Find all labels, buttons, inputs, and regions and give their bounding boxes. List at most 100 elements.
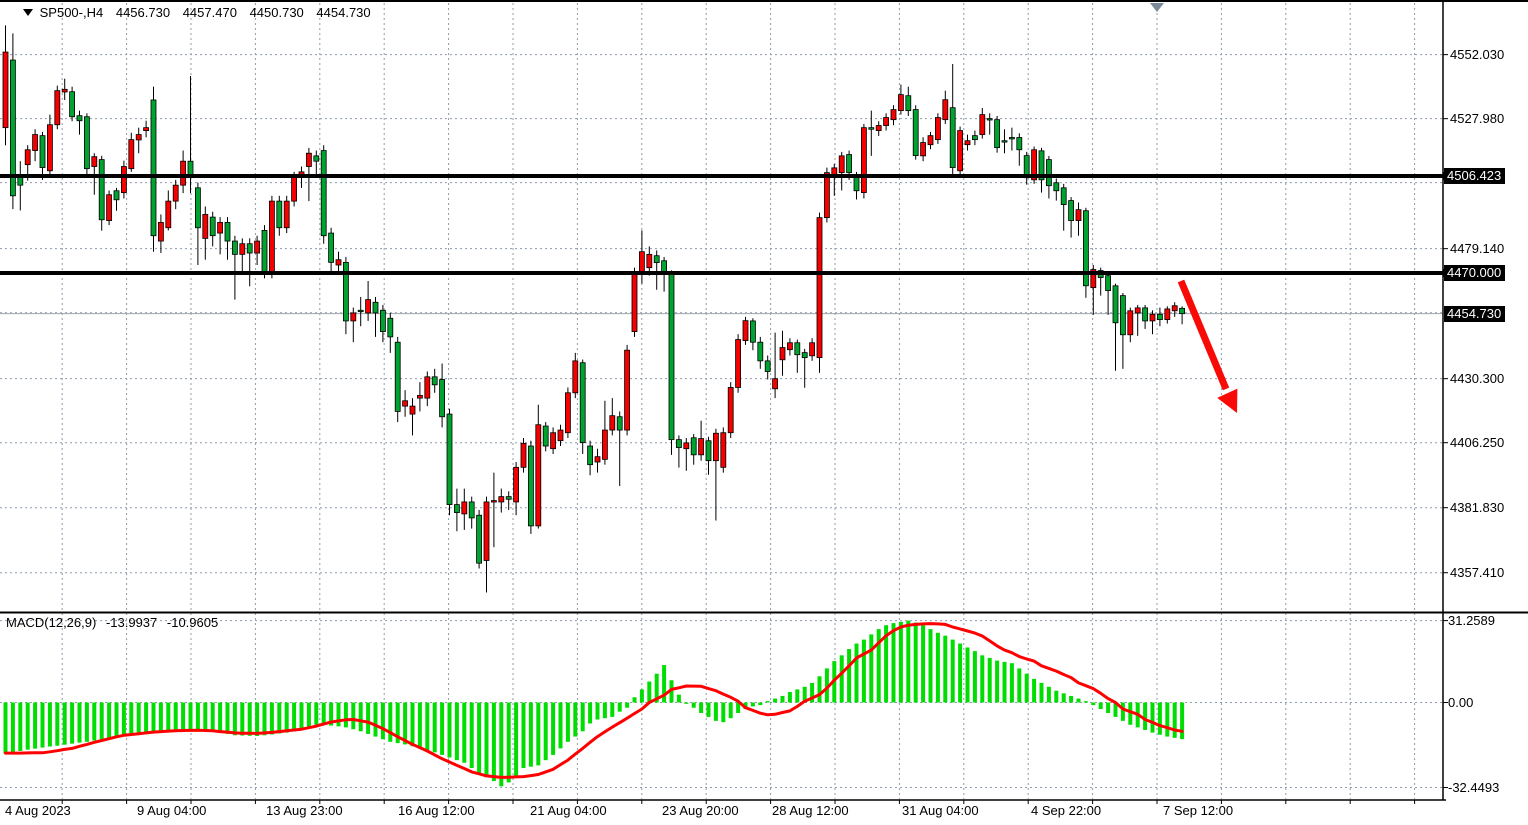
trend-arrow-head[interactable] <box>1217 388 1238 413</box>
ohlc-close: 4454.730 <box>316 5 371 20</box>
macd-histogram-bar <box>617 702 622 712</box>
candle-body <box>439 379 446 418</box>
macd-histogram-bar <box>691 702 696 708</box>
macd-histogram-bar <box>514 702 519 776</box>
candle-body <box>1068 200 1074 221</box>
candle-body <box>135 134 142 141</box>
ohlc-open: 4456.730 <box>115 5 171 20</box>
candle-body <box>2 51 9 129</box>
candle-body <box>1127 310 1134 336</box>
candle-body <box>468 501 475 519</box>
macd-histogram-bar <box>40 702 45 748</box>
macd-histogram-bar <box>129 702 134 734</box>
candle-body <box>24 149 31 166</box>
macd-histogram-bar <box>551 702 556 755</box>
candle-body <box>1083 210 1089 287</box>
macd-histogram-bar <box>92 702 97 741</box>
ohlc-low: 4450.730 <box>249 5 304 20</box>
macd-histogram-bar <box>395 702 400 744</box>
macd-histogram-bar <box>995 660 1000 703</box>
chart-title: SP500-,H4 4456.730 4457.470 4450.730 445… <box>22 5 380 20</box>
macd-histogram-bar <box>536 702 541 766</box>
macd-histogram-bar <box>343 702 348 728</box>
candle-body <box>98 159 105 221</box>
macd-histogram-bar <box>921 625 926 703</box>
macd-histogram-bar <box>269 702 274 735</box>
candle-body <box>387 317 394 338</box>
macd-histogram-bar <box>121 702 126 736</box>
macd-histogram-bar <box>699 702 704 713</box>
time-axis-label: 28 Aug 12:00 <box>772 803 849 818</box>
macd-histogram-bar <box>440 702 445 755</box>
macd-histogram-bar <box>639 689 644 703</box>
macd-histogram-bar <box>373 702 378 737</box>
macd-histogram-bar <box>410 702 415 747</box>
candle-body <box>809 342 815 357</box>
candle-body <box>209 216 216 237</box>
candle-body <box>764 360 771 372</box>
candle-body <box>1134 307 1141 314</box>
macd-histogram-bar <box>891 623 896 703</box>
candle-body <box>794 342 801 356</box>
macd-histogram-bar <box>839 655 844 703</box>
candle-body <box>1112 285 1119 324</box>
symbol-period-label: SP500-,H4 <box>39 5 104 20</box>
candle-body <box>357 309 364 313</box>
candle-body <box>1157 313 1163 320</box>
last-bar-marker-icon <box>1150 3 1164 12</box>
macd-histogram-bar <box>336 702 341 727</box>
macd-histogram-bar <box>750 702 755 707</box>
macd-histogram-bar <box>684 702 689 704</box>
level-price-label: 4506.423 <box>1444 168 1506 185</box>
macd-histogram-bar <box>1002 661 1007 703</box>
macd-histogram-bar <box>351 702 356 730</box>
macd-histogram-bar <box>1069 695 1074 703</box>
macd-histogram-bar <box>543 702 548 761</box>
macd-histogram-bar <box>1180 702 1185 740</box>
macd-histogram-bar <box>232 702 237 736</box>
macd-histogram-bar <box>417 702 422 749</box>
candle-body <box>1075 209 1082 221</box>
macd-histogram-bar <box>1017 668 1022 703</box>
time-axis-label: 7 Sep 12:00 <box>1163 803 1234 818</box>
time-axis-label: 23 Aug 20:00 <box>662 803 739 818</box>
trend-arrow-shaft[interactable] <box>1177 279 1230 391</box>
candle-body <box>972 135 978 141</box>
candle-body <box>217 222 224 234</box>
candle-body <box>202 214 209 239</box>
candle-body <box>224 222 231 242</box>
macd-histogram-bar <box>1150 702 1155 733</box>
candle-body <box>616 416 623 431</box>
candle-body <box>91 156 98 167</box>
macd-histogram-bar <box>1009 663 1014 703</box>
candle-body <box>106 194 112 221</box>
macd-histogram-bar <box>277 702 282 734</box>
candle-body <box>335 259 342 266</box>
candle-body <box>757 341 764 362</box>
candle-body <box>772 378 778 390</box>
macd-histogram-bar <box>240 702 245 736</box>
macd-histogram-bar <box>25 702 30 750</box>
candle-body <box>875 125 882 131</box>
macd-histogram-bar <box>188 702 193 730</box>
macd-histogram-bar <box>314 702 319 725</box>
candle-body <box>1009 137 1015 140</box>
candle-body <box>579 362 586 443</box>
candle-body <box>646 253 653 269</box>
macd-histogram-bar <box>565 702 570 742</box>
time-axis-label: 16 Aug 12:00 <box>398 803 475 818</box>
symbol-dropdown-icon[interactable] <box>22 7 34 17</box>
macd-histogram-bar <box>958 643 963 703</box>
macd-histogram-bar <box>558 702 563 749</box>
macd-histogram-bar <box>876 629 881 703</box>
candle-body <box>121 166 127 194</box>
macd-histogram-bar <box>861 639 866 703</box>
candle-body <box>720 432 727 468</box>
macd-histogram-bar <box>802 686 807 703</box>
macd-histogram-bar <box>669 680 674 703</box>
candle-body <box>239 243 246 255</box>
candle-body <box>542 425 549 447</box>
macd-histogram-bar <box>151 702 156 732</box>
price-axis-label: 4381.830 <box>1450 499 1505 515</box>
